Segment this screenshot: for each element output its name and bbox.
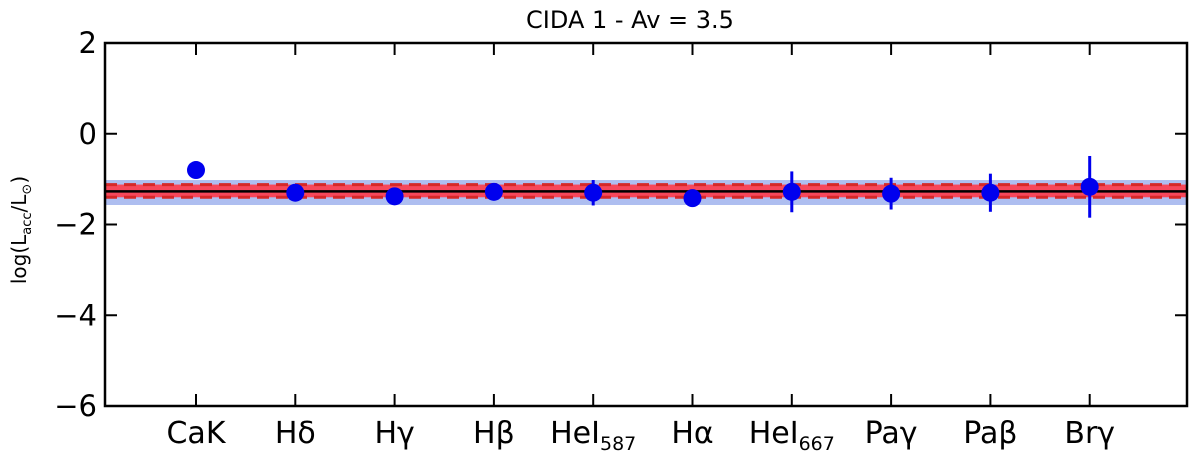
axes — [103, 41, 1189, 408]
x-tick-label-4: HeI587 — [550, 416, 636, 453]
data-point-3 — [484, 182, 503, 201]
x-tick-label-6: HeI667 — [749, 416, 835, 453]
data-point-9 — [1080, 177, 1099, 196]
y-axis-label: log(Lacc/L⊙) — [7, 176, 35, 284]
x-tick-label-1: Hδ — [275, 416, 316, 451]
y-tick-labels: 2 0 −2 −4 −6 — [54, 26, 97, 423]
x-tick-label-0: CaK — [166, 416, 226, 451]
data-point-5 — [683, 189, 702, 208]
x-tick-label-9: Brγ — [1064, 416, 1115, 451]
x-tick-labels: CaK Hδ Hγ Hβ HeI587 Hα HeI667 Paγ Paβ Brγ — [166, 416, 1115, 453]
data-point-8 — [981, 183, 1000, 202]
y-tick-label-4: −6 — [54, 389, 97, 423]
x-tick-label-3: Hβ — [473, 416, 515, 451]
x-tick-label-8: Paβ — [963, 416, 1017, 451]
y-tick-label-0: 2 — [79, 26, 97, 60]
y-tick-label-1: 0 — [79, 117, 97, 151]
x-tick-label-5: Hα — [671, 416, 713, 451]
chart-title: CIDA 1 - Av = 3.5 — [526, 6, 734, 34]
y-tick-label-3: −4 — [54, 298, 97, 332]
data-point-2 — [385, 187, 404, 206]
data-point-4 — [584, 183, 603, 202]
y-tick-label-2: −2 — [54, 208, 97, 242]
data-point-7 — [882, 184, 901, 203]
data-point-0 — [187, 161, 205, 180]
data-point-6 — [782, 182, 801, 201]
plot-frame — [103, 41, 1189, 408]
x-tick-label-2: Hγ — [374, 416, 414, 451]
reference-bands — [105, 180, 1187, 205]
x-tick-label-7: Paγ — [865, 416, 918, 451]
data-point-1 — [286, 183, 305, 202]
data-points — [187, 155, 1099, 218]
